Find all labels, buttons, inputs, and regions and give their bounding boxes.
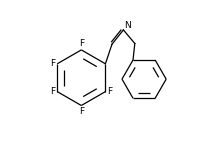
Text: F: F (107, 87, 112, 96)
Text: F: F (79, 39, 84, 48)
Text: F: F (51, 59, 56, 68)
Text: F: F (51, 87, 56, 96)
Text: N: N (125, 21, 131, 30)
Text: F: F (79, 107, 84, 116)
